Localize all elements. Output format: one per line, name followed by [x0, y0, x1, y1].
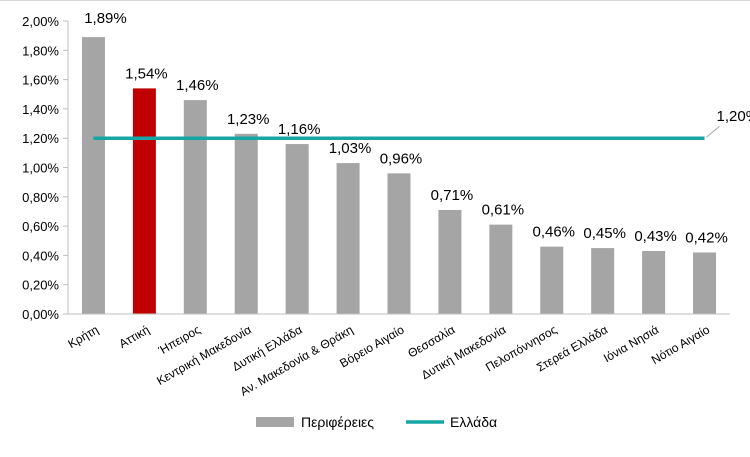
data-label: 1,89% — [84, 10, 127, 27]
x-tick-label: Αττική — [116, 322, 151, 351]
y-tick-label: 1,40% — [22, 102, 59, 117]
bar — [591, 248, 615, 314]
data-label: 1,54% — [125, 65, 168, 82]
data-label: 0,61% — [482, 202, 525, 219]
bar — [642, 251, 666, 314]
y-tick-label: 0,00% — [22, 307, 59, 322]
y-tick-label: 0,20% — [22, 278, 59, 293]
bar — [438, 209, 462, 314]
data-label: 0,46% — [532, 224, 575, 241]
y-tick-label: 1,80% — [22, 43, 59, 58]
y-tick-label: 1,00% — [22, 161, 59, 176]
legend-label: Ελλάδα — [450, 414, 497, 430]
data-label: 1,16% — [278, 121, 321, 138]
x-tick-label: Κεντρική Μακεδονία — [154, 322, 254, 388]
y-tick-label: 2,00% — [22, 14, 59, 29]
bar — [693, 252, 717, 314]
legend-swatch-bar — [256, 417, 294, 427]
y-tick-label: 1,60% — [22, 73, 59, 88]
x-tick-label: Κρήτη — [65, 322, 101, 351]
bar — [234, 133, 258, 314]
bar — [81, 37, 105, 315]
data-label: 0,71% — [431, 187, 474, 204]
data-label: 1,23% — [227, 111, 270, 128]
y-tick-label: 1,20% — [22, 131, 59, 146]
average-label-leader — [706, 125, 720, 138]
y-tick-label: 0,40% — [22, 248, 59, 263]
legend-label: Περιφέρειες — [301, 414, 374, 430]
bar — [540, 246, 564, 314]
y-tick-label: 0,60% — [22, 219, 59, 234]
x-tick-label: Δυτική Μακεδονία — [419, 322, 509, 382]
data-label: 1,46% — [176, 77, 219, 94]
data-label: 0,96% — [380, 150, 423, 167]
y-tick-label: 0,80% — [22, 190, 59, 205]
data-label: 1,03% — [329, 140, 372, 157]
data-label: 0,43% — [634, 228, 677, 245]
average-line-label: 1,20% — [717, 108, 750, 125]
bar — [132, 88, 156, 314]
bar — [387, 173, 411, 314]
bar — [489, 224, 513, 314]
bar — [336, 163, 360, 314]
x-tick-label: Νότιο Αιγαίο — [649, 322, 712, 367]
data-label: 0,42% — [685, 229, 728, 246]
bar — [183, 100, 207, 314]
data-label: 0,45% — [583, 225, 626, 242]
bar — [285, 144, 309, 314]
